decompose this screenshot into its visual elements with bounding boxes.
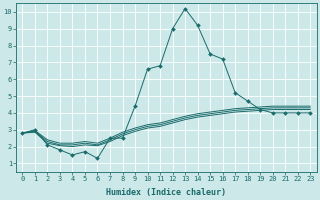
X-axis label: Humidex (Indice chaleur): Humidex (Indice chaleur) <box>106 188 226 197</box>
